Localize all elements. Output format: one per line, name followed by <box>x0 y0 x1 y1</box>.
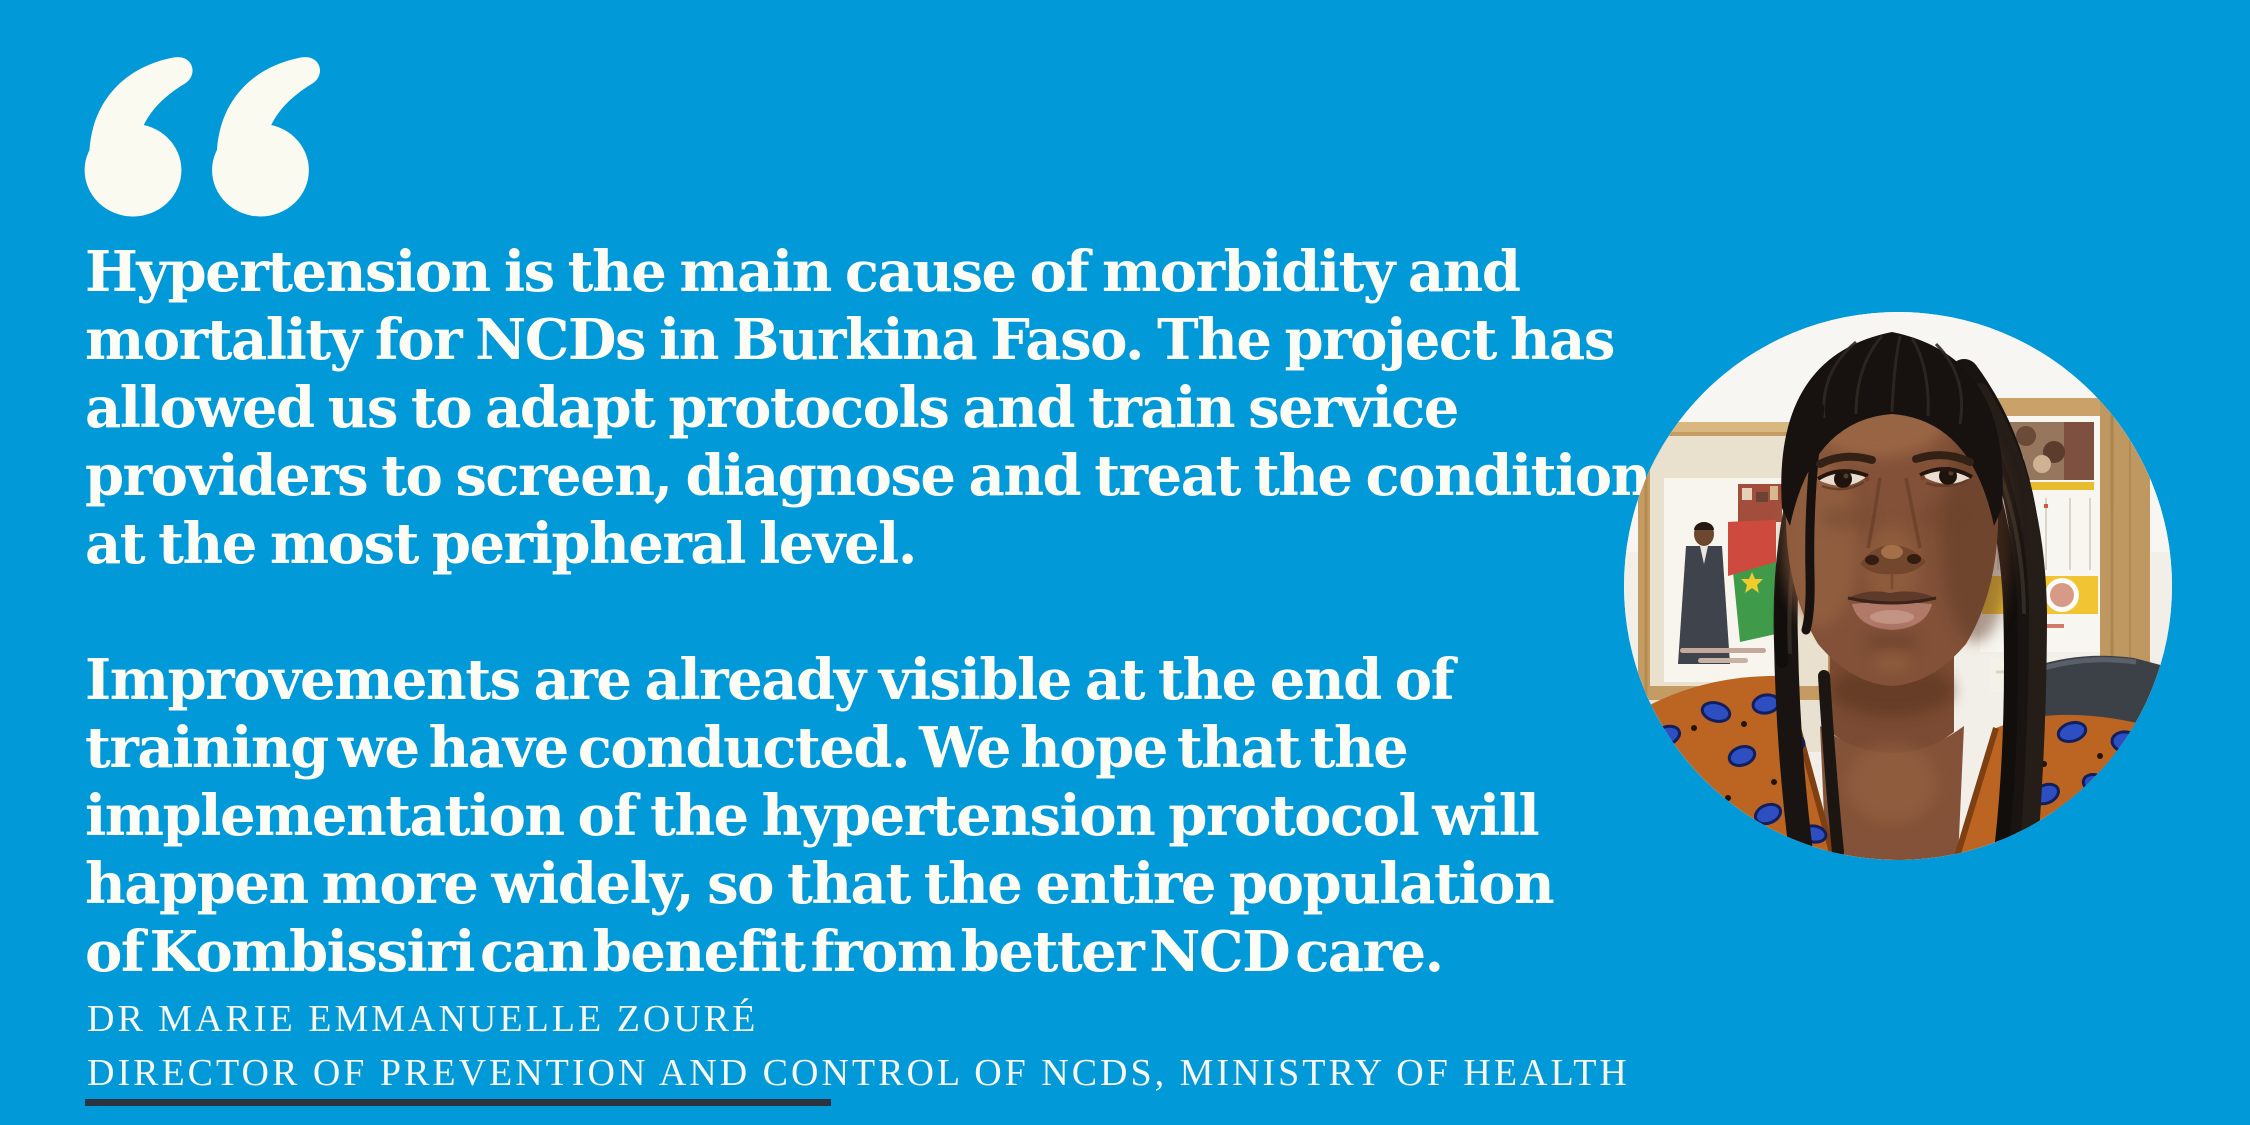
lips <box>1847 591 1937 651</box>
quote-line: at the most peripheral level. <box>85 511 917 577</box>
quote-text: Hypertension is the main cause of morbid… <box>85 238 1651 986</box>
poster-caption <box>1680 648 1766 653</box>
quote-line: mortality for NCDs in Burkina Faso. The … <box>85 307 1615 373</box>
braided-hair <box>1781 332 2003 635</box>
facial-features <box>1816 451 1974 672</box>
quote-line: implementation of the hypertension proto… <box>85 783 1540 849</box>
divider-line <box>85 1099 831 1106</box>
right-eye <box>1919 467 1973 488</box>
quote-line: providers to screen, diagnose and treat … <box>85 443 1651 509</box>
attribution-title: DIRECTOR OF PREVENTION AND CONTROL OF NC… <box>87 1052 1630 1094</box>
quote-paragraph-2: Improvements are already visible at the … <box>85 646 1625 986</box>
left-eye <box>1816 469 1870 491</box>
quote-line: training we have conducted. We hope that… <box>85 715 1409 781</box>
attribution-name: DR MARIE EMMANUELLE ZOURÉ <box>87 998 759 1040</box>
quote-line: Improvements are already visible at the … <box>85 647 1455 713</box>
right-eyebrow <box>1912 451 1974 466</box>
chin-highlight <box>1874 652 1910 672</box>
nose <box>1860 477 1926 575</box>
quotation-mark-icon <box>84 57 321 217</box>
quote-paragraph-1: Hypertension is the main cause of morbid… <box>85 238 1651 578</box>
left-eyebrow <box>1816 452 1876 468</box>
quote-line: happen more widely, so that the entire p… <box>85 851 1555 917</box>
quote-line: of Kombissiri can benefit from better NC… <box>85 919 1444 985</box>
president-figure <box>1678 522 1730 664</box>
quote-line: allowed us to adapt protocols and train … <box>85 375 1459 441</box>
attribution: DR MARIE EMMANUELLE ZOURÉ DIRECTOR OF PR… <box>87 992 1630 1100</box>
burkina-faso-flag <box>1728 520 1776 642</box>
front-braid-strand <box>1801 403 1825 635</box>
portrait-photo <box>1624 312 2172 860</box>
quote-line: Hypertension is the main cause of morbid… <box>85 239 1521 305</box>
portrait-photo-scene <box>1624 312 2172 860</box>
